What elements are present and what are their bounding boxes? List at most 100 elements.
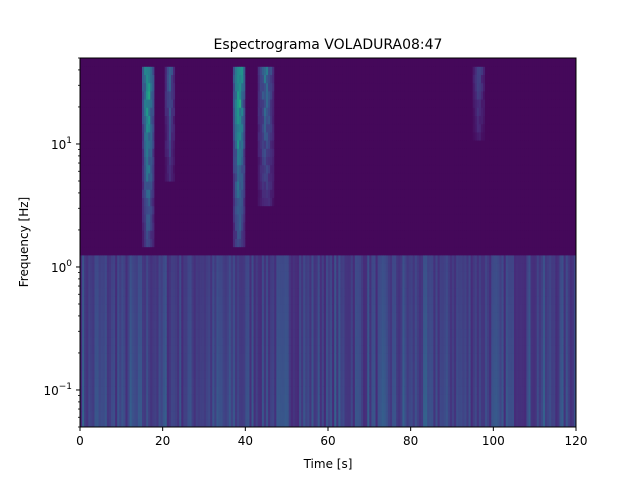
heatmap-cell [106, 246, 110, 256]
heatmap-cell [152, 90, 155, 100]
heatmap-cell [100, 123, 104, 133]
heatmap-cell [156, 213, 160, 223]
heatmap-cell [129, 410, 133, 420]
heatmap-cell [142, 66, 145, 75]
heatmap-cell [179, 189, 182, 198]
heatmap-cell [146, 345, 149, 354]
heatmap-cell [86, 213, 89, 223]
heatmap-cell [131, 58, 135, 67]
heatmap-cell [96, 345, 100, 354]
heatmap-cell [133, 336, 137, 346]
heatmap-cell [96, 418, 100, 427]
heatmap-cell [154, 312, 158, 321]
heatmap-cell [90, 189, 93, 198]
heatmap-cell [88, 263, 91, 272]
heatmap-cell [152, 336, 155, 346]
heatmap-cell [160, 74, 164, 84]
heatmap-cell [111, 115, 114, 125]
heatmap-cell [170, 90, 174, 100]
heatmap-cell [98, 131, 102, 141]
heatmap-cell [148, 140, 151, 149]
heatmap-cell [148, 377, 151, 387]
heatmap-cell [121, 148, 124, 157]
heatmap-cell [164, 345, 168, 354]
heatmap-cell [129, 181, 133, 190]
heatmap-cell [142, 107, 145, 116]
heatmap-cell [152, 156, 155, 166]
heatmap-cell [123, 205, 127, 215]
heatmap-cell [84, 271, 87, 280]
heatmap-cell [127, 164, 131, 174]
heatmap-cell [135, 181, 139, 190]
heatmap-cell [160, 336, 164, 346]
heatmap-cell [119, 58, 122, 67]
heatmap-cell [108, 418, 112, 427]
heatmap-cell [150, 140, 153, 149]
heatmap-cell [92, 418, 96, 427]
heatmap-cell [121, 353, 124, 362]
heatmap-cell [185, 205, 189, 215]
heatmap-cell [100, 254, 104, 264]
heatmap-cell [84, 238, 87, 248]
heatmap-cell [80, 66, 83, 75]
heatmap-cell [187, 181, 191, 190]
heatmap-cell [121, 107, 124, 116]
heatmap-cell [175, 197, 178, 207]
heatmap-cell [179, 263, 182, 272]
heatmap-cell [117, 115, 120, 125]
heatmap-cell [175, 205, 178, 215]
heatmap-cell [100, 279, 104, 289]
heatmap-cell [82, 148, 85, 157]
heatmap-cell [84, 230, 87, 239]
heatmap-cell [121, 279, 124, 289]
heatmap-cell [162, 222, 166, 231]
heatmap-cell [86, 353, 89, 362]
heatmap-cell [80, 410, 83, 420]
heatmap-cell [156, 263, 160, 272]
heatmap-cell [166, 140, 170, 149]
heatmap-cell [106, 181, 110, 190]
heatmap-cell [131, 140, 135, 149]
heatmap-cell [146, 131, 149, 141]
heatmap-cell [173, 66, 176, 75]
heatmap-cell [135, 246, 139, 256]
heatmap-cell [166, 287, 170, 297]
heatmap-cell [104, 410, 108, 420]
heatmap-cell [162, 123, 166, 133]
heatmap-cell [102, 123, 106, 133]
heatmap-cell [123, 320, 127, 330]
heatmap-cell [84, 320, 87, 330]
heatmap-cell [173, 418, 176, 427]
heatmap-cell [106, 410, 110, 420]
heatmap-cell [160, 410, 164, 420]
heatmap-cell [181, 271, 184, 280]
heatmap-cell [135, 336, 139, 346]
heatmap-cell [96, 164, 100, 174]
heatmap-cell [148, 213, 151, 223]
heatmap-cell [166, 230, 170, 239]
heatmap-cell [183, 58, 186, 67]
heatmap-cell [90, 295, 93, 305]
heatmap-cell [84, 345, 87, 354]
heatmap-cell [158, 107, 162, 116]
heatmap-cell [142, 213, 145, 223]
heatmap-cell [117, 418, 120, 427]
heatmap-cell [152, 123, 155, 133]
heatmap-cell [185, 263, 189, 272]
heatmap-cell [179, 394, 182, 403]
heatmap-cell [175, 172, 178, 182]
heatmap-cell [154, 361, 158, 371]
heatmap-cell [88, 181, 91, 190]
heatmap-cell [152, 361, 155, 371]
heatmap-cell [92, 394, 96, 403]
heatmap-cell [104, 271, 108, 280]
heatmap-cell [98, 74, 102, 84]
heatmap-cell [160, 328, 164, 338]
heatmap-cell [94, 361, 98, 371]
heatmap-cell [150, 74, 153, 84]
heatmap-cell [115, 295, 118, 305]
heatmap-cell [102, 295, 106, 305]
heatmap-cell [125, 377, 129, 387]
heatmap-cell [125, 295, 129, 305]
heatmap-cell [156, 418, 160, 427]
